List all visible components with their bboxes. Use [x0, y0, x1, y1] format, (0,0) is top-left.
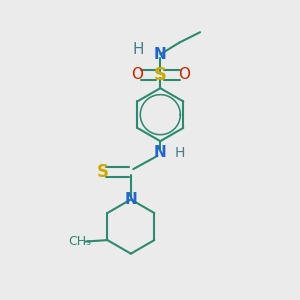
Text: N: N [154, 47, 167, 62]
Text: H: H [133, 42, 144, 57]
Text: S: S [154, 66, 167, 84]
Text: S: S [97, 163, 109, 181]
Text: O: O [178, 68, 190, 82]
Text: N: N [124, 192, 137, 207]
Text: N: N [154, 146, 167, 160]
Text: CH₃: CH₃ [68, 235, 91, 248]
Text: O: O [131, 68, 143, 82]
Text: H: H [174, 146, 184, 160]
